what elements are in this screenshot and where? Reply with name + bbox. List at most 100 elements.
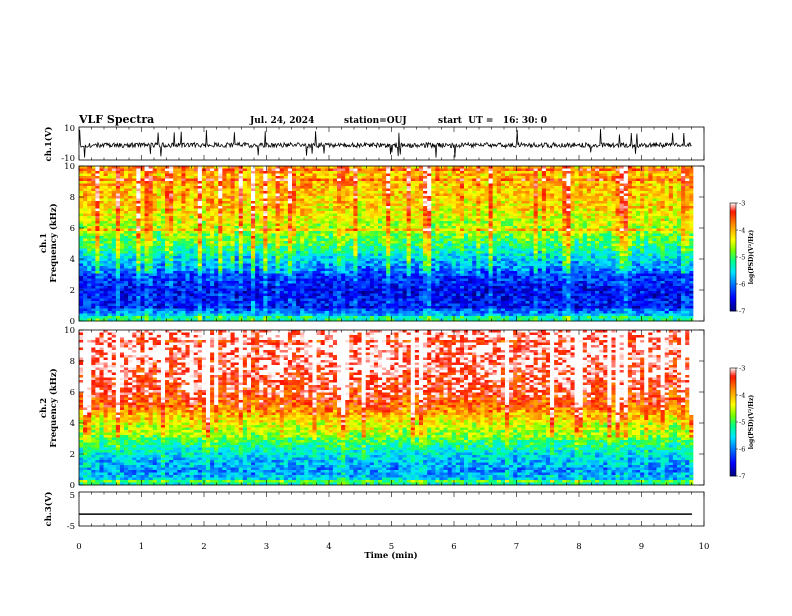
spectrogram-cell: [198, 209, 202, 212]
spectrogram-cell: [517, 169, 521, 172]
spectrogram-cell: [521, 211, 525, 214]
spectrogram-cell: [624, 224, 628, 227]
spectrogram-cell: [292, 244, 296, 247]
spectrogram-cell: [493, 176, 497, 179]
spectrogram-cell: [112, 211, 116, 214]
spectrogram-cell: [652, 234, 656, 237]
spectrogram-cell: [116, 196, 120, 199]
spectrogram-cell: [214, 176, 218, 179]
spectrogram-cell: [628, 166, 632, 169]
spectrogram-cell: [185, 246, 189, 249]
spectrogram-cell: [415, 199, 419, 202]
spectrogram-cell: [407, 224, 411, 227]
spectrogram-cell: [382, 166, 386, 169]
spectrogram-cell: [157, 244, 161, 247]
spectrogram-cell: [562, 239, 566, 242]
spectrogram-cell: [276, 244, 280, 247]
spectrogram-cell: [616, 244, 620, 247]
spectrogram-cell: [177, 209, 181, 212]
spectrogram-cell: [185, 234, 189, 237]
spectrogram-cell: [169, 239, 173, 242]
spectrogram-cell: [616, 231, 620, 234]
spectrogram-cell: [505, 196, 509, 199]
spectrogram-cell: [341, 224, 345, 227]
spectrogram-cell: [628, 186, 632, 189]
spectrogram-cell: [538, 186, 542, 189]
spectrogram-cell: [333, 176, 337, 179]
spectrogram-cell: [321, 186, 325, 189]
spectrogram-cell: [677, 191, 681, 194]
spectrogram-cell: [546, 191, 550, 194]
spectrogram-cell: [353, 216, 357, 219]
spectrogram-cell: [448, 221, 452, 224]
spectrogram-cell: [587, 166, 591, 169]
spectrogram-cell: [575, 244, 579, 247]
spectrogram-cell: [595, 194, 599, 197]
spectrogram-cell: [128, 234, 132, 237]
spectrogram-cell: [484, 204, 488, 207]
spectrogram-cell: [79, 219, 83, 222]
spectrogram-cell: [206, 231, 210, 234]
spectrogram-cell: [681, 229, 685, 232]
spectrogram-cell: [267, 181, 271, 184]
spectrogram-cell: [575, 179, 579, 182]
spectrogram-cell: [308, 239, 312, 242]
spectrogram-cell: [83, 234, 87, 237]
spectrogram-cell: [83, 186, 87, 189]
spectrogram-cell: [595, 181, 599, 184]
spectrogram-cell: [177, 184, 181, 187]
spectrogram-cell: [398, 224, 402, 227]
spectrogram-cell: [583, 174, 587, 177]
spectrogram-cell: [419, 204, 423, 207]
spectrogram-cell: [603, 229, 607, 232]
spectrogram-cell: [263, 226, 267, 229]
spectrogram-cell: [276, 229, 280, 232]
spectrogram-cell: [665, 204, 669, 207]
spectrogram-cell: [394, 209, 398, 212]
spectrogram-cell: [337, 219, 341, 222]
spectrogram-cell: [157, 246, 161, 249]
spectrogram-cell: [616, 179, 620, 182]
spectrogram-cell: [280, 231, 284, 234]
spectrogram-cell: [83, 191, 87, 194]
spectrogram-cell: [333, 194, 337, 197]
spectrogram-cell: [390, 191, 394, 194]
spectrogram-cell: [349, 239, 353, 242]
spectrogram-cell: [546, 169, 550, 172]
spectrogram-cell: [284, 196, 288, 199]
spectrogram-cell: [231, 229, 235, 232]
spectrogram-cell: [648, 224, 652, 227]
spectrogram-cell: [591, 176, 595, 179]
spectrogram-cell: [665, 171, 669, 174]
spectrogram-cell: [349, 224, 353, 227]
spectrogram-cell: [460, 166, 464, 169]
spectrogram-cell: [525, 226, 529, 229]
spectrogram-cell: [378, 234, 382, 237]
spectrogram-cell: [452, 209, 456, 212]
spectrogram-cell: [534, 191, 538, 194]
spectrogram-cell: [280, 226, 284, 229]
spectrogram-cell: [218, 196, 222, 199]
spectrogram-cell: [267, 189, 271, 192]
spectrogram-cell: [243, 224, 247, 227]
spectrogram-cell: [657, 236, 661, 239]
spectrogram-cell: [337, 204, 341, 207]
spectrogram-cell: [390, 219, 394, 222]
spectrogram-cell: [235, 186, 239, 189]
spectrogram-cell: [161, 191, 165, 194]
spectrogram-cell: [284, 171, 288, 174]
spectrogram-cell: [358, 196, 362, 199]
spectrogram-cell: [415, 181, 419, 184]
spectrogram-cell: [419, 181, 423, 184]
spectrogram-cell: [530, 221, 534, 224]
spectrogram-cell: [128, 181, 132, 184]
spectrogram-cell: [243, 216, 247, 219]
spectrogram-cell: [112, 174, 116, 177]
spectrogram-cell: [571, 241, 575, 244]
spectrogram-cell: [329, 211, 333, 214]
spectrogram-cell: [99, 219, 103, 222]
spectrogram-cell: [145, 246, 149, 249]
spectrogram-cell: [362, 209, 366, 212]
spectrogram-cell: [657, 209, 661, 212]
spectrogram-cell: [677, 219, 681, 222]
